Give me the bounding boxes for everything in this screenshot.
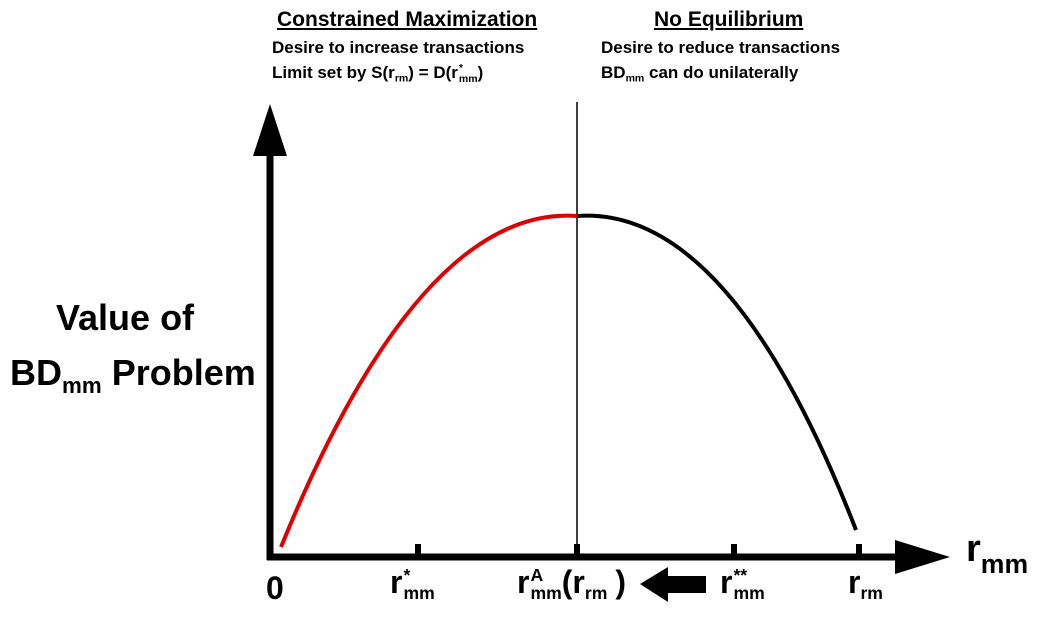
tick-label-r-star: r * mm (390, 564, 435, 603)
left-panel-line2: Limit set by S(rrm) = D(r * mm) (272, 62, 484, 85)
curve-falling-branch (576, 213, 858, 531)
right-panel-heading: No Equilibrium (654, 8, 804, 31)
y-axis-arrowhead (253, 104, 287, 156)
y-axis-label-line2: BDmm Problem (10, 352, 256, 398)
x-axis-arrowhead (895, 540, 950, 574)
x-axis-label: rmm (966, 528, 1029, 579)
y-axis-label-line1: Value of (56, 297, 195, 338)
tick-label-r-double-star: r ** mm (720, 564, 765, 603)
tick-label-zero: 0 (266, 570, 284, 606)
right-panel-line2: BDmm can do unilaterally (601, 63, 799, 85)
left-panel-heading: Constrained Maximization (277, 8, 538, 31)
curve-rising-branch (279, 213, 578, 548)
right-panel-line1: Desire to reduce transactions (601, 38, 841, 57)
left-panel-line1: Desire to increase transactions (272, 38, 525, 57)
tick-label-r-rm: rrm (848, 564, 883, 604)
left-arrow-icon (640, 567, 706, 602)
